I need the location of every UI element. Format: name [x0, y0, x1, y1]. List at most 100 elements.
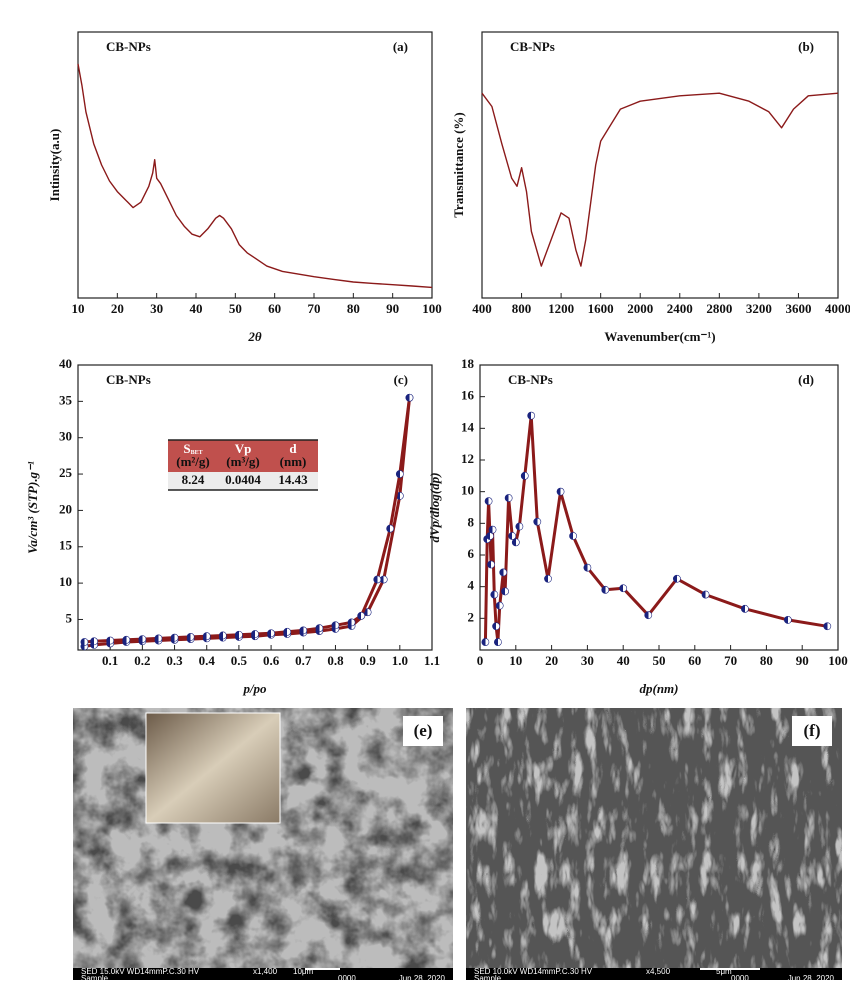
- data-point: [332, 622, 339, 629]
- x-tick-label: 0.5: [231, 653, 248, 668]
- table-cell: 14.43: [278, 472, 308, 487]
- data-point: [741, 605, 748, 612]
- data-point: [493, 623, 500, 630]
- y-tick-label: 5: [66, 610, 73, 625]
- table-header-unit: (m²/g): [176, 454, 210, 469]
- y-tick-label: 10: [59, 574, 72, 589]
- data-point: [267, 630, 274, 637]
- x-tick-label: 40: [190, 301, 203, 316]
- sem-date: Jun 28, 2020: [399, 974, 446, 983]
- x-tick-label: 0.8: [327, 653, 344, 668]
- data-point: [482, 638, 489, 645]
- x-tick-label: 0.3: [166, 653, 183, 668]
- panel-label: (f): [804, 721, 821, 740]
- data-point: [489, 526, 496, 533]
- y-axis-label: Va/cm³ (STP).g⁻¹: [25, 461, 40, 554]
- sem-texture: [466, 708, 842, 970]
- data-point: [521, 472, 528, 479]
- x-tick-label: 60: [268, 301, 281, 316]
- data-point: [491, 591, 498, 598]
- x-tick-label: 1200: [548, 301, 574, 316]
- x-tick-label: 50: [653, 653, 666, 668]
- x-tick-label: 50: [229, 301, 242, 316]
- x-tick-label: 20: [545, 653, 558, 668]
- data-point: [251, 630, 258, 637]
- data-point: [485, 498, 492, 505]
- data-point: [396, 470, 403, 477]
- page: (e)SED 15.0kV WD14mmP.C.30 HVSamplex1,40…: [0, 0, 850, 985]
- y-tick-label: 10: [461, 483, 474, 498]
- sem-image-e: (e)SED 15.0kV WD14mmP.C.30 HVSamplex1,40…: [73, 708, 453, 983]
- x-tick-label: 2000: [627, 301, 653, 316]
- data-point: [620, 585, 627, 592]
- table-header-unit: (nm): [280, 454, 307, 469]
- x-tick-label: 400: [472, 301, 492, 316]
- y-tick-label: 14: [461, 419, 475, 434]
- data-point: [107, 637, 114, 644]
- x-axis-label: p/po: [242, 681, 267, 696]
- chart-label: CB-NPs: [508, 372, 553, 387]
- chart-label: CB-NPs: [106, 39, 151, 54]
- y-axis-label: Transmittance (%): [451, 112, 466, 218]
- x-tick-label: 10: [72, 301, 85, 316]
- y-tick-label: 18: [461, 356, 475, 371]
- x-tick-label: 0.9: [360, 653, 377, 668]
- data-point: [374, 576, 381, 583]
- chart-label: CB-NPs: [106, 372, 151, 387]
- data-point: [584, 564, 591, 571]
- x-tick-label: 800: [512, 301, 532, 316]
- data-point: [81, 638, 88, 645]
- data-point: [569, 532, 576, 539]
- y-tick-label: 8: [468, 514, 475, 529]
- data-point: [316, 625, 323, 632]
- panel-label: (b): [798, 39, 814, 54]
- data-point: [673, 575, 680, 582]
- x-tick-label: 0: [477, 653, 484, 668]
- data-point: [824, 623, 831, 630]
- x-tick-label: 10: [509, 653, 522, 668]
- data-point: [505, 494, 512, 501]
- y-axis-label: Intinsity(a.u): [47, 129, 62, 202]
- x-tick-label: 2400: [667, 301, 693, 316]
- data-point: [487, 561, 494, 568]
- table-cell: 8.24: [182, 472, 205, 487]
- data-point: [358, 612, 365, 619]
- data-point: [509, 532, 516, 539]
- data-point: [235, 631, 242, 638]
- x-tick-label: 1.0: [392, 653, 408, 668]
- sem-scale: 5μm: [716, 967, 732, 976]
- sem-magnification: x1,400: [253, 967, 278, 976]
- data-point: [494, 638, 501, 645]
- sem-date: Jun 28, 2020: [788, 974, 835, 983]
- sem-scale: 10μm: [293, 967, 314, 976]
- x-tick-label: 80: [760, 653, 773, 668]
- panel-label: (c): [394, 372, 408, 387]
- data-point: [187, 633, 194, 640]
- sem-image-f: (f)SED 10.0kV WD14mmP.C.30 HVSamplex4,50…: [466, 708, 842, 983]
- y-tick-label: 6: [468, 546, 475, 561]
- x-tick-label: 100: [828, 653, 848, 668]
- data-point: [300, 627, 307, 634]
- data-point: [544, 575, 551, 582]
- x-tick-label: 80: [347, 301, 360, 316]
- data-point: [219, 632, 226, 639]
- data-point: [123, 636, 130, 643]
- data-point: [90, 638, 97, 645]
- x-tick-label: 0.2: [134, 653, 150, 668]
- x-axis-label: dp(nm): [640, 681, 679, 696]
- data-point: [784, 616, 791, 623]
- data-point: [406, 394, 413, 401]
- data-point: [380, 576, 387, 583]
- x-tick-label: 40: [617, 653, 630, 668]
- x-tick-label: 1.1: [424, 653, 440, 668]
- data-point: [645, 612, 652, 619]
- data-point: [387, 525, 394, 532]
- y-tick-label: 2: [468, 609, 475, 624]
- sem-magnification: x4,500: [646, 967, 671, 976]
- x-axis-label: Wavenumber(cm⁻¹): [604, 329, 715, 344]
- y-tick-label: 40: [59, 356, 72, 371]
- sem-sample: Sample: [81, 974, 109, 983]
- y-tick-label: 25: [59, 465, 73, 480]
- sem-sample: Sample: [474, 974, 502, 983]
- figure: (e)SED 15.0kV WD14mmP.C.30 HVSamplex1,40…: [0, 0, 850, 985]
